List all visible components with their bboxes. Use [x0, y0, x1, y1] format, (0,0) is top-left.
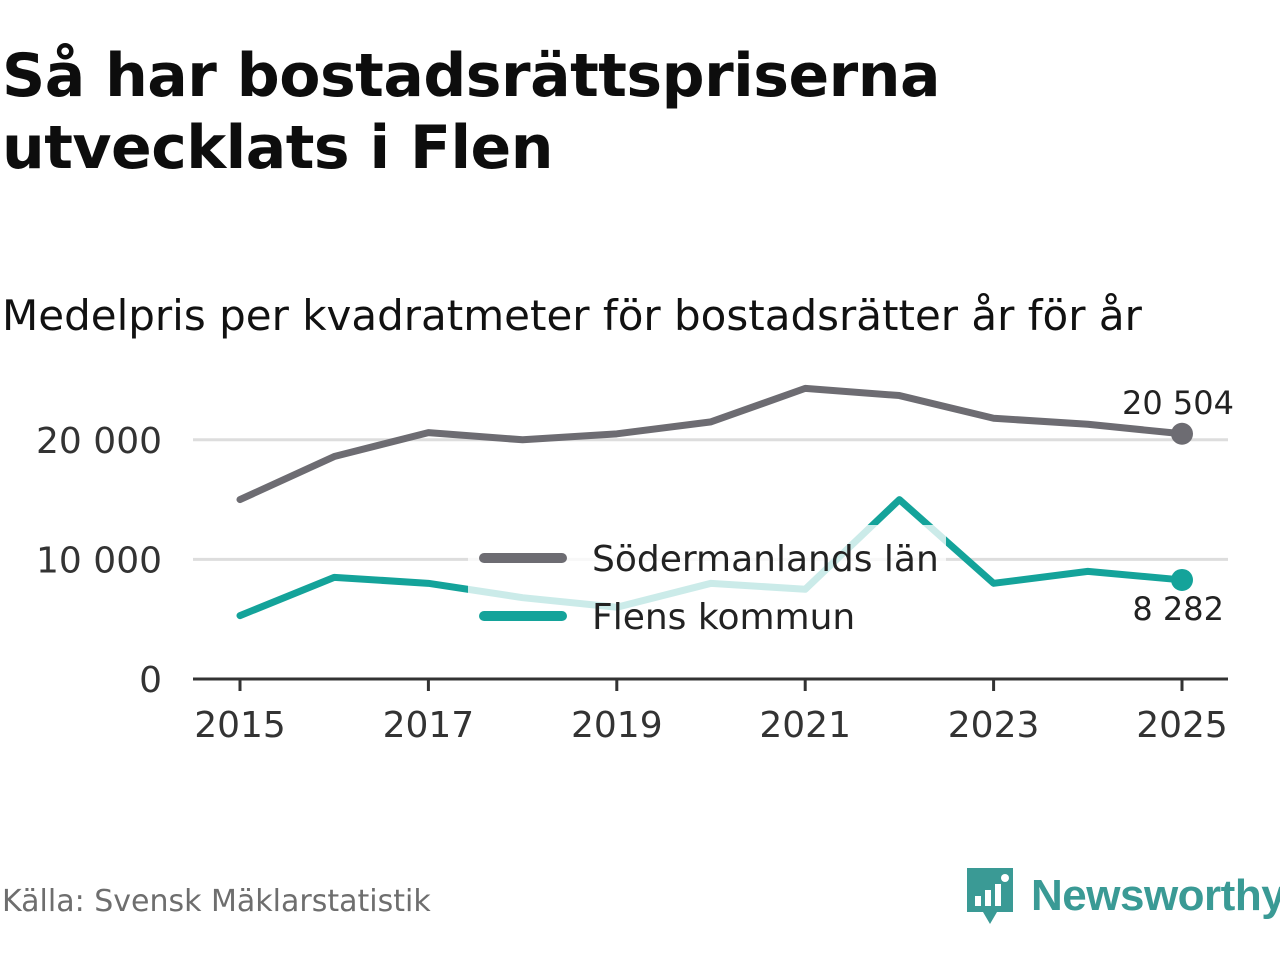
data-point-0-2024	[1085, 422, 1090, 427]
data-point-1-2017	[426, 581, 431, 586]
y-tick-label: 0	[139, 660, 162, 701]
brand-logo: Newsworthy	[965, 864, 1280, 928]
data-point-0-2023	[991, 416, 996, 421]
data-point-0-2019	[614, 431, 619, 436]
x-tick-label: 2015	[194, 705, 286, 746]
brand-name: Newsworthy	[1031, 871, 1280, 920]
chart-subtitle: Medelpris per kvadratmeter för bostadsrä…	[2, 291, 1142, 340]
data-point-1-2015	[238, 613, 242, 618]
label-layer: 20 504 8 282	[1122, 384, 1234, 628]
data-point-1-2024	[1085, 569, 1090, 574]
data-point-0-2015	[238, 497, 242, 502]
data-point-1-2016	[332, 575, 337, 580]
legend-label-1: Flens kommun	[592, 597, 855, 638]
y-tick-label: 10 000	[36, 540, 162, 581]
end-marker-0	[1171, 422, 1193, 445]
line-chart: 0 10 000 20 000 2015 2017 2019 2021 2023 2025 Sö…	[36, 384, 1234, 746]
data-point-0-2022	[897, 393, 902, 398]
data-point-0-2021	[803, 386, 808, 391]
x-tick-label: 2025	[1136, 705, 1228, 746]
x-tick-label: 2019	[571, 705, 663, 746]
newsworthy-logo-icon	[967, 868, 1013, 924]
x-tick-label: 2021	[759, 705, 851, 746]
x-tick-label: 2017	[383, 705, 475, 746]
x-tick-label: 2023	[948, 705, 1040, 746]
data-point-1-2022	[897, 497, 902, 502]
data-point-0-2017	[426, 430, 431, 435]
source-note: Källa: Svensk Mäklarstatistik	[2, 884, 431, 919]
end-value-label: 8 282	[1132, 590, 1224, 628]
data-point-0-2018	[520, 437, 525, 442]
chart-title: Så har bostadsrättspriserna utvecklats i…	[2, 41, 940, 183]
y-tick-label: 20 000	[36, 421, 162, 462]
legend-layer: Södermanlands län Flens kommun	[468, 525, 946, 651]
axis-layer: 0 10 000 20 000 2015 2017 2019 2021 2023 2025	[36, 421, 1228, 746]
data-point-0-2020	[709, 419, 713, 424]
legend-background	[468, 525, 946, 651]
data-point-1-2023	[991, 581, 996, 586]
end-value-label: 20 504	[1122, 384, 1234, 422]
series-line-0	[236, 384, 1186, 504]
end-marker-1	[1171, 568, 1193, 591]
data-point-0-2016	[332, 454, 337, 459]
legend-label-0: Södermanlands län	[592, 539, 939, 580]
